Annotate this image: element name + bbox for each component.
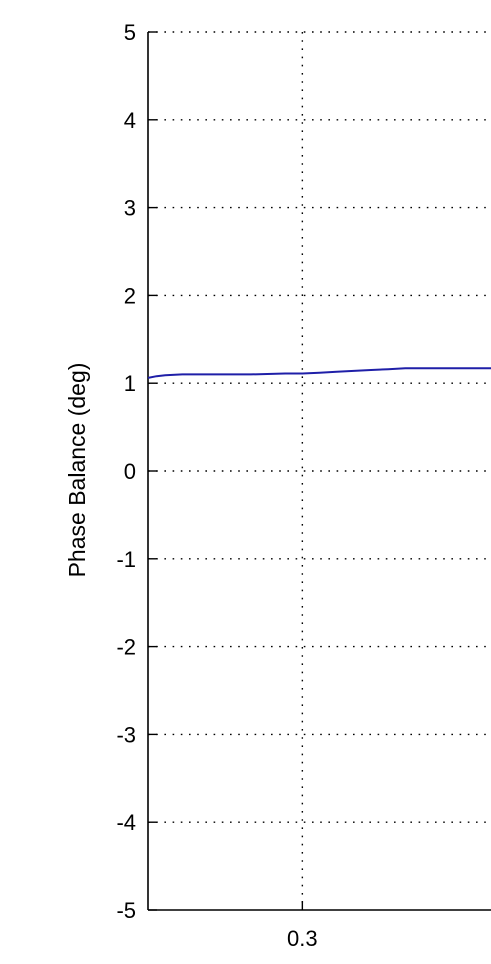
y-tick-label: 1 — [124, 371, 136, 396]
y-tick-label: 0 — [124, 459, 136, 484]
y-tick-label: -1 — [116, 547, 136, 572]
y-tick-label: -5 — [116, 898, 136, 923]
y-tick-label: 5 — [124, 20, 136, 45]
y-tick-label: -4 — [116, 810, 136, 835]
y-tick-label: -3 — [116, 722, 136, 747]
x-tick-label: 0.3 — [287, 926, 318, 951]
y-tick-label: 4 — [124, 108, 136, 133]
series-layer — [147, 367, 491, 379]
y-tick-label: 3 — [124, 196, 136, 221]
axes — [147, 31, 491, 911]
y-axis-label: Phase Balance (deg) — [64, 363, 90, 578]
y-tick-label: -2 — [116, 635, 136, 660]
tick-labels: 5 4 3 2 1 0 -1 -2 -3 -4 -5 0.3 — [116, 20, 317, 951]
y-tick-label: 2 — [124, 283, 136, 308]
series-line-0 — [147, 367, 491, 379]
grid — [148, 31, 491, 910]
